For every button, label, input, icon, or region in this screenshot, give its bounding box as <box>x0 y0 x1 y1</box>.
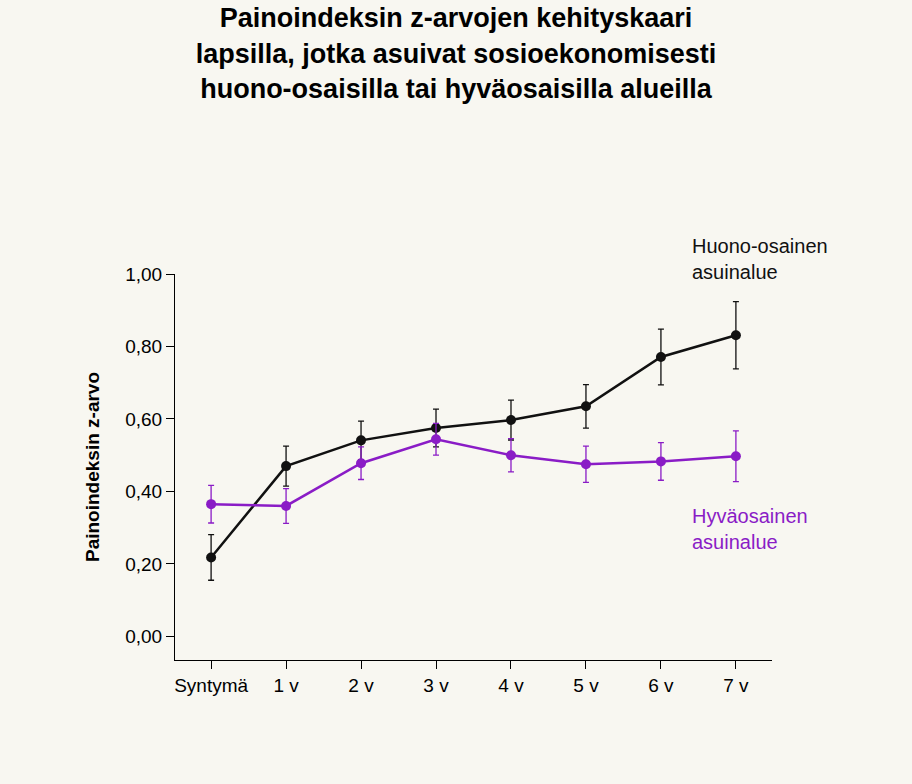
svg-text:0,40: 0,40 <box>125 481 162 502</box>
svg-text:Syntymä: Syntymä <box>174 675 248 696</box>
svg-text:0,20: 0,20 <box>125 554 162 575</box>
svg-text:0,60: 0,60 <box>125 409 162 430</box>
svg-text:6 v: 6 v <box>648 675 674 696</box>
svg-text:7 v: 7 v <box>723 675 749 696</box>
svg-text:1,00: 1,00 <box>125 264 162 285</box>
svg-text:0,00: 0,00 <box>125 626 162 647</box>
svg-text:Painoindeksin z-arvojen kehity: Painoindeksin z-arvojen kehityskaarilaps… <box>196 3 717 103</box>
svg-text:0,80: 0,80 <box>125 336 162 357</box>
svg-text:3 v: 3 v <box>423 675 449 696</box>
svg-text:Painoindeksin z-arvo: Painoindeksin z-arvo <box>82 372 103 562</box>
svg-text:2 v: 2 v <box>348 675 374 696</box>
svg-text:Hyväosainenasuinalue: Hyväosainenasuinalue <box>692 505 808 553</box>
svg-text:Huono-osainenasuinalue: Huono-osainenasuinalue <box>692 235 828 283</box>
svg-text:4 v: 4 v <box>498 675 524 696</box>
svg-text:5 v: 5 v <box>573 675 599 696</box>
svg-text:1 v: 1 v <box>273 675 299 696</box>
